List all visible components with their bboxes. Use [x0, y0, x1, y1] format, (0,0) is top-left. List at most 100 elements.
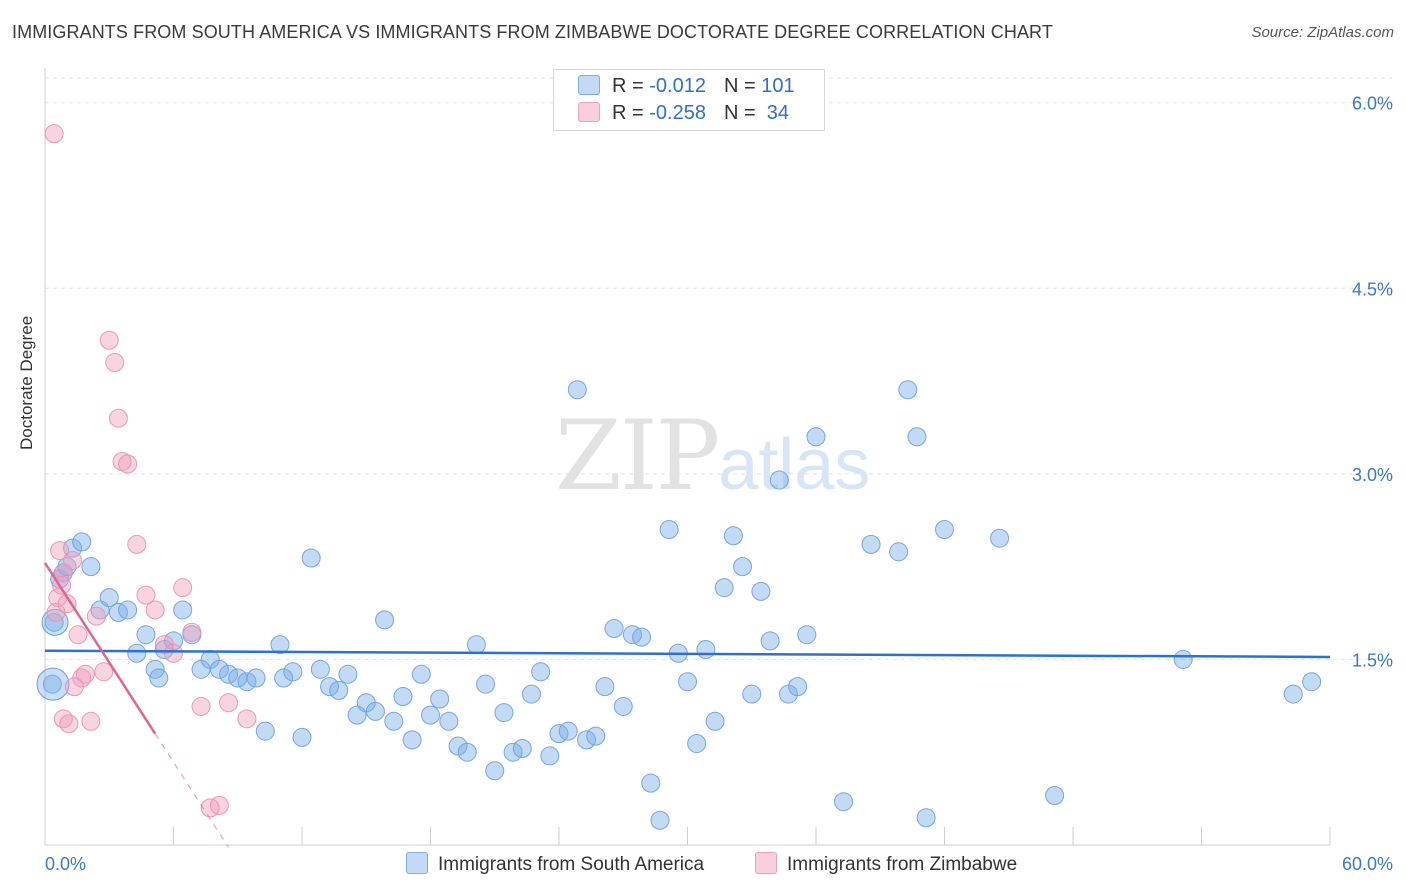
data-point-zimbabwe	[50, 541, 70, 561]
data-point-south-america	[44, 612, 64, 632]
legend-r-value: -0.258	[649, 102, 706, 124]
data-point-zimbabwe	[57, 594, 77, 614]
data-point-south-america	[788, 677, 808, 697]
data-point-south-america	[149, 668, 169, 688]
data-point-south-america	[292, 727, 312, 747]
data-point-zimbabwe	[59, 714, 79, 734]
data-point-south-america	[521, 684, 541, 704]
data-point-south-america	[861, 534, 881, 554]
data-point-south-america	[806, 427, 826, 447]
data-point-zimbabwe	[44, 124, 64, 144]
data-point-south-america	[274, 668, 294, 688]
axes	[44, 68, 1331, 846]
data-point-zimbabwe	[209, 795, 229, 815]
data-point-zimbabwe	[63, 550, 83, 570]
data-point-south-america	[641, 773, 661, 793]
data-point-south-america	[1045, 786, 1065, 806]
data-point-south-america	[136, 625, 156, 645]
data-point-south-america	[705, 711, 725, 731]
data-point-south-america	[393, 687, 413, 707]
data-point-zimbabwe	[75, 664, 95, 684]
data-point-south-america	[485, 761, 505, 781]
data-point-south-america	[567, 380, 587, 400]
bottom-legend-zimbabwe: Immigrants from Zimbabwe	[755, 852, 1017, 878]
legend-row-zimbabwe: R = -0.258 N = 34	[578, 102, 789, 128]
legend-swatch-pink	[578, 102, 600, 122]
trend-lines	[43, 562, 1331, 848]
data-point-south-america	[384, 711, 404, 731]
bottom-legend-label: Immigrants from South America	[438, 854, 705, 875]
data-point-south-america	[678, 672, 697, 692]
data-point-zimbabwe	[118, 454, 138, 474]
chart-title: IMMIGRANTS FROM SOUTH AMERICA VS IMMIGRA…	[12, 22, 1053, 42]
data-point-south-america	[42, 674, 62, 694]
data-point-south-america	[118, 600, 138, 620]
data-point-south-america	[270, 635, 290, 655]
legend-n-value: 34	[761, 102, 790, 124]
data-point-south-america	[466, 635, 486, 655]
data-point-south-america	[540, 746, 560, 766]
data-point-south-america	[742, 684, 762, 704]
series-south-america-points	[36, 380, 1322, 830]
data-point-zimbabwe	[86, 606, 106, 626]
data-point-zimbabwe	[173, 578, 193, 598]
source-credit: Source: ZipAtlas.com	[1251, 24, 1394, 41]
correlation-legend: R = -0.012 N = 101 R = -0.258 N = 34	[553, 69, 825, 131]
trend-line-zimbabwe-extension	[154, 733, 230, 848]
data-point-south-america	[558, 721, 578, 741]
data-point-zimbabwe	[136, 585, 156, 605]
data-point-south-america	[476, 674, 496, 694]
data-point-zimbabwe	[68, 625, 88, 645]
data-point-south-america	[907, 427, 927, 447]
legend-row-south-america: R = -0.012 N = 101	[578, 75, 795, 101]
data-point-south-america	[916, 808, 936, 828]
data-point-south-america	[769, 470, 789, 490]
data-point-south-america	[301, 548, 321, 568]
data-point-zimbabwe	[145, 600, 165, 620]
data-point-south-america-large	[36, 667, 70, 701]
data-point-south-america	[494, 703, 514, 723]
data-point-south-america	[1173, 649, 1193, 669]
data-point-zimbabwe	[200, 798, 220, 818]
data-point-south-america	[338, 664, 358, 684]
y-axis-label: Doctorate Degree	[17, 315, 36, 450]
watermark-atlas: atlas	[718, 425, 871, 505]
data-point-south-america-large	[41, 608, 69, 636]
data-point-south-america	[421, 705, 440, 725]
data-point-zimbabwe	[237, 709, 257, 729]
data-point-south-america	[512, 739, 532, 759]
bottom-legend-swatch-blue	[406, 852, 428, 874]
data-point-south-america	[1302, 672, 1322, 692]
data-point-south-america	[72, 532, 92, 552]
data-point-south-america	[723, 526, 743, 546]
trend-line-south-america	[44, 649, 1331, 659]
data-point-south-america	[760, 631, 780, 651]
y-tick-label: 3.0%	[1352, 465, 1393, 485]
y-tick-label: 6.0%	[1352, 94, 1393, 114]
legend-r-value: -0.012	[649, 75, 706, 97]
data-point-south-america	[898, 380, 918, 400]
data-point-south-america	[430, 689, 450, 709]
data-point-zimbabwe	[105, 353, 125, 373]
data-point-south-america	[108, 602, 128, 622]
data-point-south-america	[531, 662, 551, 682]
data-point-south-america	[632, 627, 652, 647]
x-tick-label-min: 0.0%	[45, 854, 86, 874]
data-point-south-america	[834, 792, 854, 812]
data-point-south-america	[1283, 684, 1303, 704]
watermark-zip: ZIP	[555, 400, 720, 512]
data-point-south-america	[889, 542, 909, 562]
y-tick-label: 4.5%	[1352, 279, 1393, 299]
data-point-south-america	[935, 520, 954, 540]
bottom-legend-south-america: Immigrants from South America	[406, 852, 704, 878]
legend-n-label: N =	[723, 102, 762, 124]
data-point-south-america	[586, 726, 606, 746]
data-point-south-america	[209, 659, 229, 679]
legend-swatch-blue	[578, 75, 600, 95]
data-point-zimbabwe	[94, 662, 114, 682]
data-point-zimbabwe	[108, 408, 128, 428]
data-point-south-america	[375, 610, 395, 630]
data-point-zimbabwe	[164, 643, 183, 663]
data-point-zimbabwe	[127, 534, 147, 554]
